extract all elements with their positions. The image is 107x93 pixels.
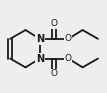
Text: O: O <box>51 69 58 78</box>
Text: O: O <box>51 19 58 28</box>
Text: N: N <box>36 34 44 44</box>
Text: O: O <box>65 34 72 43</box>
Text: N: N <box>36 54 44 64</box>
Text: O: O <box>65 54 72 63</box>
